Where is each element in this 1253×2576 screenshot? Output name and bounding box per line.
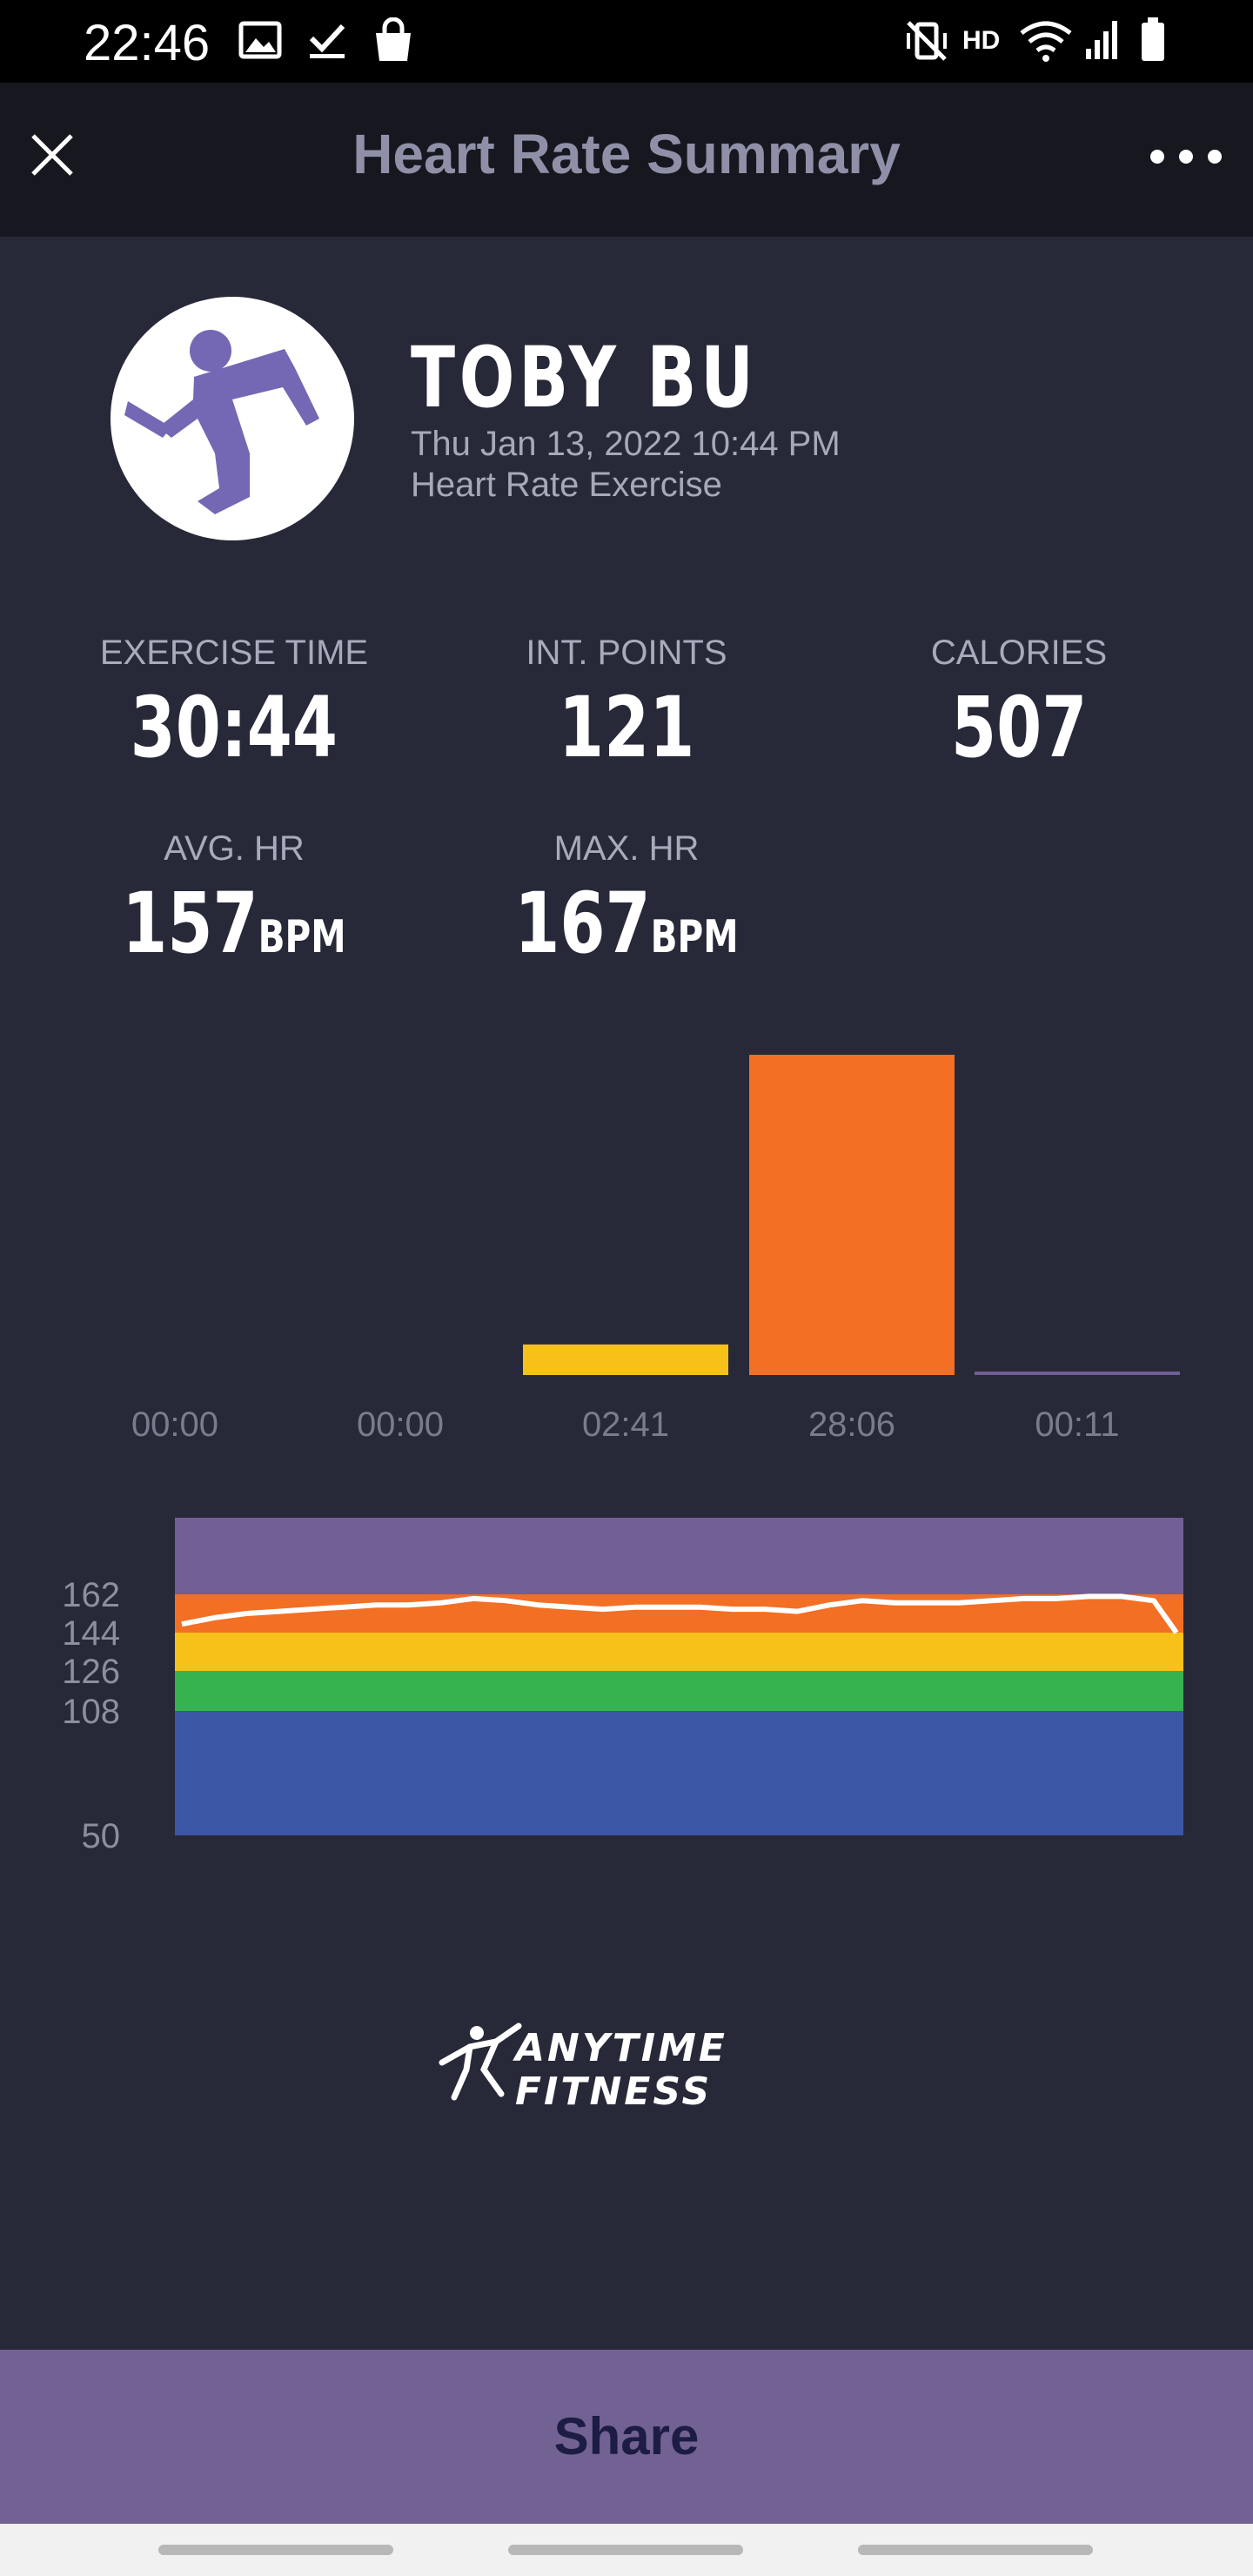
share-button[interactable] [0,2350,1253,2524]
hr-y-tick-label: 162 [62,1576,120,1614]
close-icon[interactable] [23,125,82,184]
max-hr-unit: BPM [650,911,739,963]
hr-zone-band-1 [175,1671,1183,1711]
zone-bar-2 [523,1344,728,1375]
calories-value: 507 [950,679,1088,776]
running-man-logo-icon [124,330,319,514]
image-icon [238,21,282,59]
nav-home[interactable] [508,2545,743,2555]
int-points-value: 121 [558,679,695,776]
zone-bar-3 [749,1055,955,1375]
zone-bar-4 [975,1372,1180,1375]
hr-y-tick-label: 108 [62,1693,120,1731]
int-points-label: INT. POINTS [526,634,727,672]
hr-y-tick-label: 126 [62,1653,120,1691]
shopping-bag-icon [376,17,411,61]
hr-y-tick-label: 144 [62,1614,120,1653]
zone-tick-label: 28:06 [807,1405,896,1444]
hr-y-tick-label: 50 [82,1817,121,1855]
app-bar [0,83,1253,237]
avatar [111,297,354,540]
brand-line1: ANYTIME [513,2026,727,2070]
zone-tick-label: 00:00 [356,1405,445,1444]
user-name: TOBY BU [411,329,758,426]
network-label: HD [962,26,1001,55]
hr-zone-band-2 [175,1633,1183,1671]
status-bar [0,0,1253,83]
hr-zone-band-4 [175,1518,1183,1594]
battery-icon [1142,17,1164,61]
exercise-time-value: 30:44 [130,679,338,776]
exercise-type: Heart Rate Exercise [411,466,722,504]
session-date: Thu Jan 13, 2022 10:44 PM [411,425,841,463]
status-time: 22:46 [84,15,211,71]
signal-icon [1086,21,1117,59]
zone-tick-label: 00:00 [131,1405,219,1444]
avg-hr-label: AVG. HR [164,829,305,868]
max-hr-label: MAX. HR [553,829,700,868]
exercise-time-label: EXERCISE TIME [99,634,369,672]
running-man-logo-icon [439,2023,522,2101]
anytime-fitness-logo: ANYTIME FITNESS [439,2023,727,2113]
wifi-icon [1020,21,1072,62]
max-hr-value: 167BPM [514,875,739,972]
vibrate-off-icon [907,21,947,61]
zone-tick-label: 02:41 [581,1405,670,1444]
hr-zone-band-0 [175,1711,1183,1835]
check-icon [309,23,345,58]
more-horizontal-icon[interactable] [1147,141,1225,172]
zone-tick-label: 00:11 [1035,1405,1120,1444]
nav-recents[interactable] [158,2545,393,2555]
zone-time-chart [523,1055,1180,1375]
avg-hr-value: 157BPM [122,875,346,972]
brand-line2: FITNESS [515,2070,712,2113]
page-title: Heart Rate Summary [352,123,901,185]
hr-series-line [181,1593,1179,1634]
calories-label: CALORIES [930,634,1108,672]
nav-back[interactable] [858,2545,1093,2555]
avg-hr-unit: BPM [258,911,346,963]
